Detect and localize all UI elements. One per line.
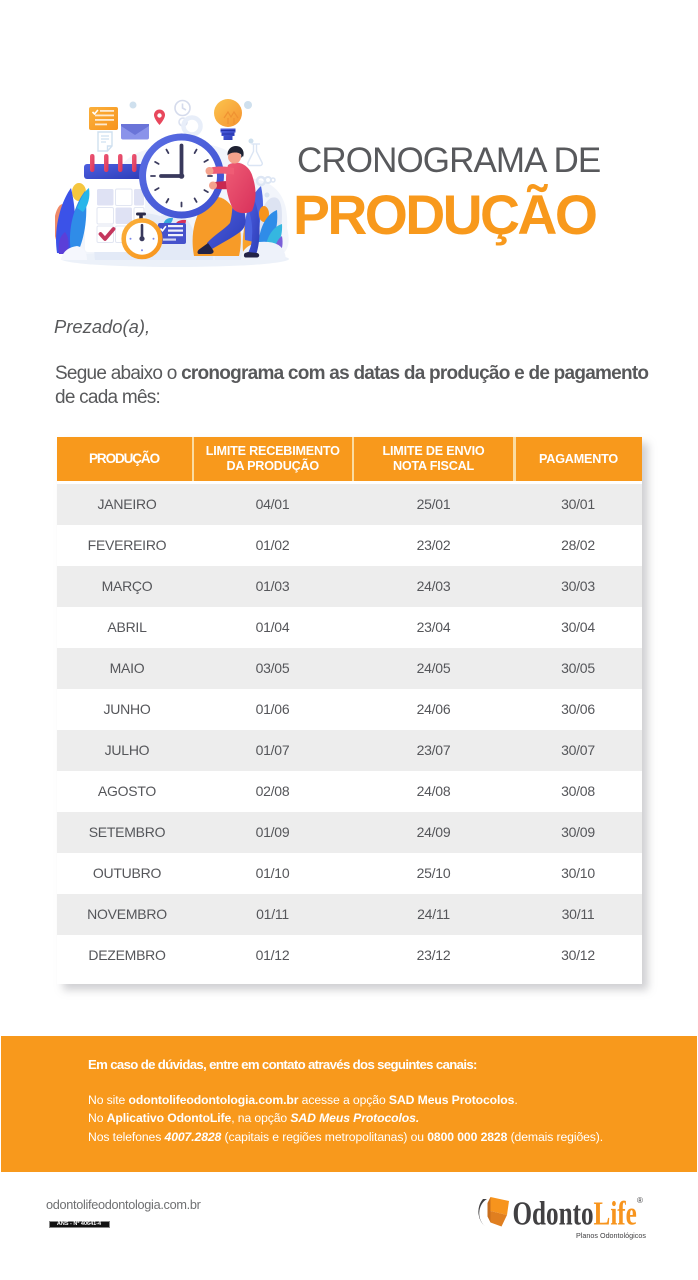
svg-text:OdontoLife: OdontoLife	[513, 1195, 637, 1233]
svg-text:Planos Odontológicos: Planos Odontológicos	[576, 1231, 646, 1240]
svg-text:®: ®	[637, 1196, 643, 1205]
